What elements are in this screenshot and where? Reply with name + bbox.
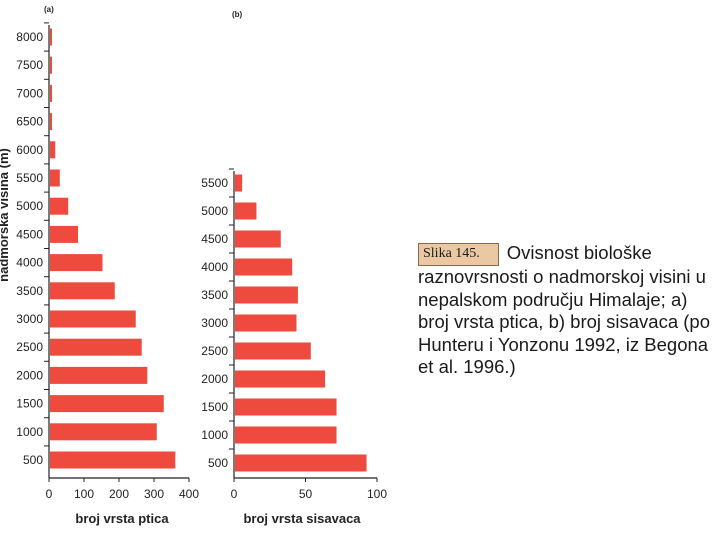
chart-a-bar (50, 197, 69, 215)
caption-text: Ovisnost biološke raznovrsnosti o nadmor… (418, 242, 711, 377)
chart-a-y-tick-label: 6500 (16, 115, 43, 129)
figure-caption: Slika 145. Ovisnost biološke raznovrsnost… (418, 242, 718, 379)
chart-a-x-tick-label: 100 (74, 487, 94, 501)
chart-a-bar (50, 84, 52, 102)
chart-b-x-tick-label: 0 (231, 487, 238, 501)
chart-a-x-tick-label: 200 (109, 487, 129, 501)
chart-b-bar (235, 258, 293, 276)
chart-b-bar (235, 370, 326, 388)
chart-b-x-tick-label: 50 (299, 487, 313, 501)
chart-a-bar (50, 254, 103, 272)
chart-a-bar (50, 56, 52, 74)
chart-a-bar (50, 225, 78, 243)
chart-a-y-tick-label: 3500 (16, 284, 43, 298)
chart-a-y-tick-label: 4500 (16, 227, 43, 241)
chart-a-bar (50, 310, 136, 328)
chart-b-bar (235, 426, 337, 444)
chart-a-y-tick-label: 3000 (16, 312, 43, 326)
chart-a-y-tick-label: 1000 (16, 425, 43, 439)
chart-b-y-tick-label: 5500 (201, 176, 228, 190)
chart-b-y-tick-label: 1000 (201, 428, 228, 442)
chart-b-y-tick-label: 500 (208, 456, 228, 470)
chart-a-x-axis-title: broj vrsta ptica (75, 511, 169, 526)
chart-b-x-tick-label: 100 (367, 487, 387, 501)
chart-b-y-tick-label: 1500 (201, 400, 228, 414)
chart-b-y-tick-label: 4500 (201, 232, 228, 246)
chart-a-bar (50, 395, 164, 413)
chart-a-y-tick-label: 8000 (16, 30, 43, 44)
chart-b-y-tick-label: 3500 (201, 288, 228, 302)
chart-a-y-tick-label: 1500 (16, 397, 43, 411)
chart-b-y-tick-label: 2000 (201, 372, 228, 386)
chart-a-y-tick-label: 7500 (16, 58, 43, 72)
chart-a-x-tick-label: 0 (46, 487, 53, 501)
figure-label: Slika 145. (418, 243, 499, 266)
chart-a-bar (50, 28, 52, 46)
chart-a-bar (50, 113, 52, 131)
chart-b-bar (235, 314, 297, 332)
chart-a-x-tick-label: 300 (144, 487, 164, 501)
chart-b-x-axis-title: broj vrsta sisavaca (243, 511, 361, 526)
chart-a-bar (50, 169, 60, 187)
chart-a-y-tick-label: 2500 (16, 340, 43, 354)
chart-a-y-tick-label: 2000 (16, 368, 43, 382)
chart-b-y-tick-label: 3000 (201, 316, 228, 330)
chart-b-bar (235, 230, 281, 248)
chart-b-bar (235, 454, 367, 472)
chart-b-y-tick-label: 4000 (201, 260, 228, 274)
chart-a-bar (50, 423, 157, 441)
chart-b-bar (235, 286, 298, 304)
chart-b-bar (235, 342, 311, 360)
chart-b-bar (235, 174, 243, 192)
chart-a-bar (50, 282, 115, 300)
chart-a-y-tick-label: 6000 (16, 143, 43, 157)
chart-a-bar (50, 141, 56, 159)
chart-a-y-tick-label: 4000 (16, 256, 43, 270)
chart-a-panel-label: (a) (44, 5, 54, 14)
chart-a-y-tick-label: 5500 (16, 171, 43, 185)
chart-a-y-tick-label: 5000 (16, 199, 43, 213)
chart-a-bar (50, 451, 176, 469)
chart-a-bar (50, 366, 148, 384)
chart-a-y-tick-label: 7000 (16, 86, 43, 100)
chart-a-y-axis-title: nadmorska visina (m) (0, 148, 11, 282)
chart-b-y-tick-label: 2500 (201, 344, 228, 358)
chart-a-bar (50, 338, 142, 356)
chart-a-y-tick-label: 500 (23, 453, 43, 467)
chart-b-bar (235, 398, 337, 416)
chart-b-y-tick-label: 5000 (201, 204, 228, 218)
chart-b-bar (235, 202, 257, 220)
chart-b-panel-label: (b) (232, 10, 243, 19)
chart-a-x-tick-label: 400 (179, 487, 199, 501)
